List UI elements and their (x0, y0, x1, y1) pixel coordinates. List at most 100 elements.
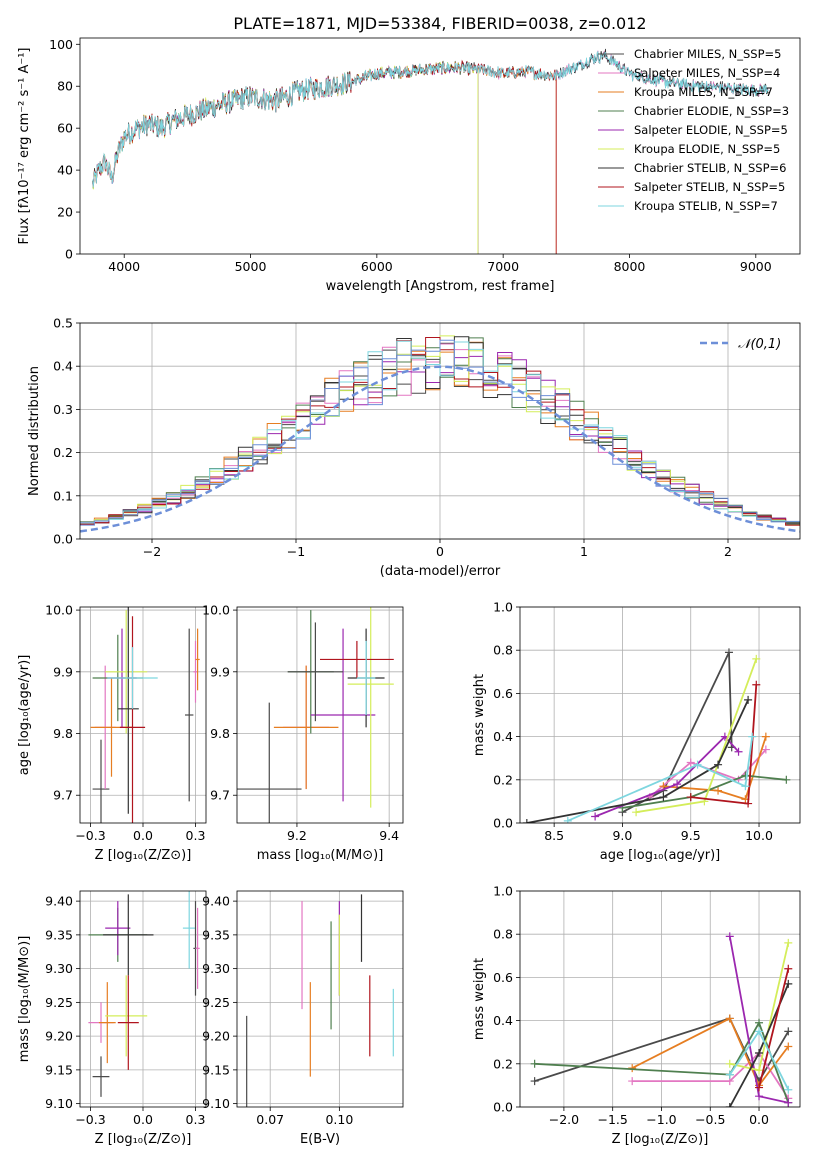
weight-marker (784, 1085, 793, 1094)
weight-marker (725, 1014, 734, 1023)
histogram-legend: 𝒩(0,1) (700, 337, 781, 352)
y-tick-label: 1.0 (493, 600, 513, 615)
y-tick-label: 9.20 (202, 1029, 230, 1044)
y-tick-label: 0.3 (53, 402, 73, 417)
histogram-steps (80, 337, 800, 526)
weight-marker (784, 938, 793, 947)
x-tick-label: −2 (143, 544, 161, 559)
x-tick-label: 0 (436, 544, 444, 559)
y-axis-label: mass weight (472, 958, 487, 1040)
y-tick-label: 0.4 (53, 359, 73, 374)
x-tick-label: 0.0 (133, 1112, 153, 1127)
plot-area (237, 607, 394, 823)
y-tick-label: 1.0 (493, 884, 513, 899)
y-tick-label: 9.9 (53, 664, 73, 679)
weight-marker (724, 648, 733, 657)
weight-marker (725, 1103, 734, 1107)
weight-line (567, 736, 754, 822)
y-tick-label: 9.10 (202, 1096, 230, 1111)
y-tick-label: 9.10 (45, 1096, 73, 1111)
weight-line (594, 735, 740, 818)
panels: 4000 5000 6000 7000 8000 9000020406080100wave… (17, 37, 801, 1147)
error-point (193, 640, 198, 703)
y-tick-label: 0.6 (493, 686, 513, 701)
x-tick-label: 9.0 (612, 828, 632, 843)
weight-marker (632, 808, 641, 817)
x-axis-label: age [log₁₀(age/yr)] (600, 848, 721, 863)
spectrum-line (92, 61, 479, 254)
x-tick-label: 1 (580, 544, 588, 559)
weight-marker (591, 812, 600, 821)
y-tick-label: 0.2 (53, 445, 73, 460)
y-tick-label: 40 (57, 163, 73, 178)
axes-frame (79, 37, 801, 255)
weight-marker (530, 1077, 539, 1086)
weight-marker (693, 760, 702, 769)
x-tick-label: 0.3 (186, 1112, 206, 1127)
x-axis-label: Z [log₁₀(Z/Z⊙)] (95, 848, 192, 863)
y-tick-label: 9.35 (202, 927, 230, 942)
y-axis-label: Flux [fλ10⁻¹⁷ erg cm⁻² s⁻¹ A⁻¹] (17, 48, 32, 245)
histogram-steps (80, 340, 800, 523)
x-tick-label: 10.0 (745, 828, 773, 843)
x-tick-label: 9000 (740, 259, 772, 274)
weight-marker (741, 771, 750, 780)
weight-marker (782, 775, 791, 784)
error-point (92, 739, 110, 823)
error-point (92, 1056, 110, 1097)
x-tick-label: 9.2 (287, 828, 307, 843)
x-tick-label: −1 (287, 544, 305, 559)
x-axis-label: (data-model)/error (380, 564, 501, 579)
y-axis-label: mass weight (472, 674, 487, 756)
y-tick-label: 9.40 (45, 894, 73, 909)
histogram-steps (80, 339, 800, 526)
legend-entry: 𝒩(0,1) (738, 337, 781, 352)
x-tick-label: 8.5 (544, 828, 564, 843)
y-tick-label: 9.8 (53, 726, 73, 741)
error-point (195, 628, 200, 691)
y-tick-label: 0.4 (493, 729, 513, 744)
weight-marker (784, 979, 793, 988)
y-tick-label: 9.20 (45, 1029, 73, 1044)
x-tick-label: 9.4 (379, 828, 399, 843)
y-tick-label: 9.25 (45, 995, 73, 1010)
weight-marker (755, 1092, 764, 1101)
x-tick-label: −0.3 (75, 1112, 105, 1127)
error-point (356, 640, 376, 715)
legend-entry: Salpeter ELODIE, N_SSP=5 (634, 123, 788, 137)
y-tick-label: 0.1 (53, 488, 73, 503)
x-tick-label: 0.3 (186, 828, 206, 843)
error-point (105, 901, 131, 956)
x-axis-label: wavelength [Angstrom, rest frame] (326, 279, 555, 294)
x-axis-label: E(B-V) (300, 1132, 340, 1147)
x-tick-label: 8000 (614, 259, 646, 274)
legend-entry: Chabrier MILES, N_SSP=5 (634, 47, 781, 61)
weight-marker (714, 786, 723, 795)
error-point (273, 665, 339, 790)
plot-area (90, 607, 200, 823)
x-tick-label: −1.5 (598, 1112, 628, 1127)
y-tick-label: 9.15 (45, 1062, 73, 1077)
y-tick-label: 0.2 (493, 772, 513, 787)
weight-line (622, 774, 787, 809)
weight-marker (686, 793, 695, 802)
weight-line (663, 736, 767, 801)
weight-marker (686, 758, 695, 767)
axes-frame (519, 606, 801, 824)
error-point (287, 622, 344, 722)
y-tick-label: 0.8 (493, 643, 513, 658)
y-tick-label: 9.30 (45, 961, 73, 976)
y-tick-label: 9.25 (202, 995, 230, 1010)
x-tick-label: 0.0 (749, 1112, 769, 1127)
x-tick-label: 7000 (487, 259, 519, 274)
axes-frame (236, 890, 404, 1108)
weight-marker (761, 732, 770, 741)
y-tick-label: 100 (49, 37, 73, 52)
plot-area (522, 648, 791, 823)
x-tick-label: 6000 (361, 259, 393, 274)
y-tick-label: 0.8 (493, 927, 513, 942)
y-tick-label: 9.7 (210, 788, 230, 803)
legend-entry: Chabrier ELODIE, N_SSP=3 (634, 104, 789, 118)
x-tick-label: −1.0 (646, 1112, 676, 1127)
spectrum-line (92, 61, 479, 254)
